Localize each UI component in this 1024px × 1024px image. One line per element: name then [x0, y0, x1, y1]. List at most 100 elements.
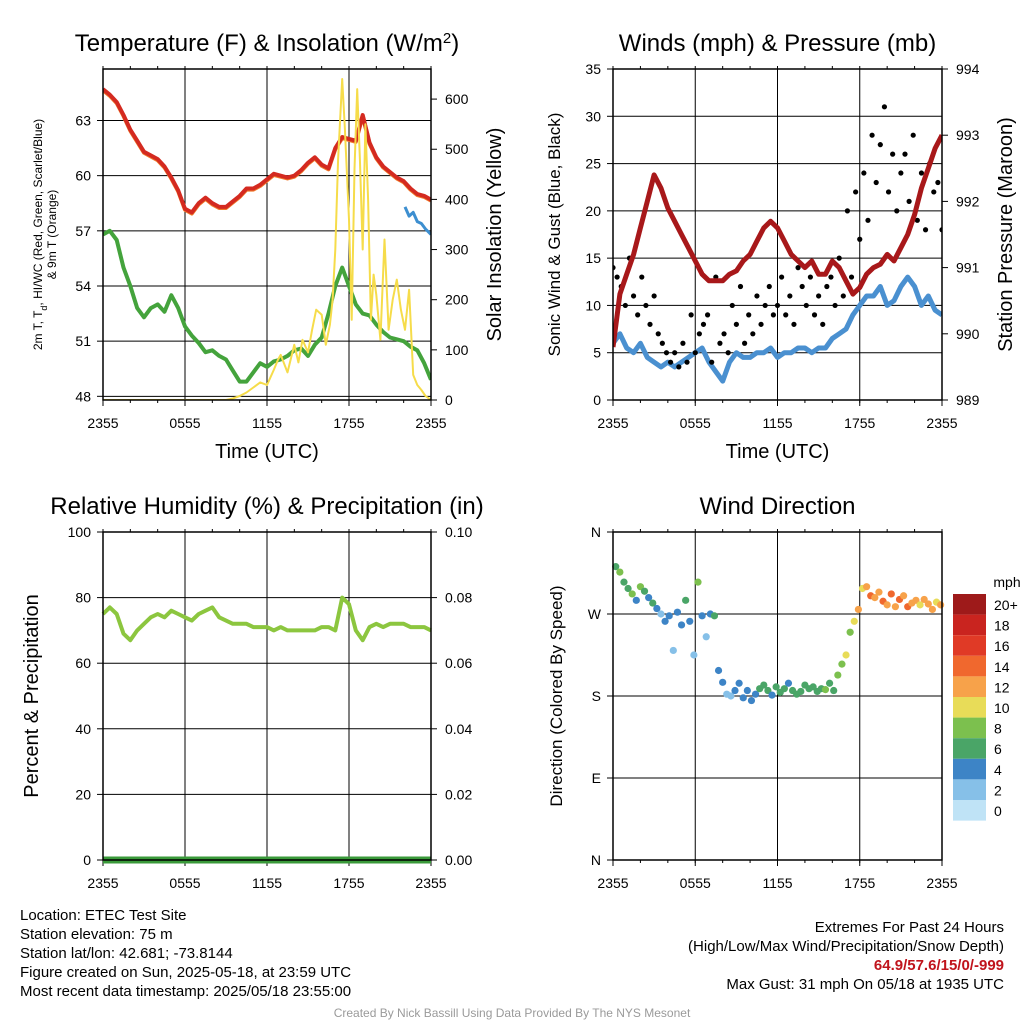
max-gust: Max Gust: 31 mph On 05/18 at 1935 UTC — [726, 976, 1004, 993]
gust-point — [750, 331, 756, 337]
colorbar-swatch — [953, 758, 986, 780]
direction-point — [698, 612, 706, 620]
gust-point — [770, 312, 776, 318]
gust-point — [680, 340, 686, 346]
gust-point — [622, 302, 628, 309]
gust-point — [844, 208, 851, 214]
y2-tick-label: 300 — [445, 242, 469, 258]
gust-point — [836, 255, 842, 261]
direction-point — [850, 617, 858, 625]
colorbar-label: 0 — [994, 803, 1002, 819]
gust-point — [885, 189, 892, 195]
gust-point — [861, 170, 867, 176]
humidity-precip-panel: 2355 0555 1155 1755 2355 0 20 40 60 80 100 0.00 0.02… — [21, 493, 484, 891]
y-axis-label: Percent & Precipitation — [21, 594, 43, 797]
y-tick-label: 63 — [75, 112, 91, 128]
direction-point — [669, 646, 677, 655]
colorbar-swatch — [953, 635, 986, 656]
direction-point — [640, 587, 649, 595]
extremes-title: Extremes For Past 24 Hours — [814, 919, 1004, 936]
x-axis-label: Time (UTC) — [726, 441, 830, 463]
colorbar-swatch — [953, 614, 986, 636]
x-tick-label: 2355 — [87, 875, 118, 891]
gust-point — [742, 340, 748, 346]
y-tick-label: 25 — [585, 156, 601, 172]
chart-title: Temperature (F) & Insolation (W/m2) — [75, 30, 459, 58]
y2-tick-label: 0.00 — [445, 852, 472, 868]
direction-point — [657, 610, 665, 618]
gust-point — [807, 274, 814, 280]
gust-point — [906, 198, 912, 204]
gust-point — [779, 274, 785, 280]
y2-tick-label: 990 — [956, 326, 980, 342]
y2-axis-label: Station Pressure (Maroon) — [995, 117, 1017, 352]
direction-point — [891, 603, 899, 611]
x-tick-label: 0555 — [680, 415, 711, 431]
gust-point — [746, 312, 752, 318]
gust-point — [667, 359, 674, 365]
direction-point — [784, 679, 793, 687]
colorbar-label: 16 — [994, 638, 1010, 654]
wind-pressure-panel: 2355 0555 1155 1755 2355 0 5 10 15 20 25 30 35 989 990… — [545, 30, 1017, 463]
temp-series-group — [103, 78, 431, 400]
title-end: ) — [451, 30, 459, 57]
direction-point — [924, 600, 932, 608]
gust-point — [910, 132, 916, 138]
gust-point — [651, 293, 657, 299]
y-tick-label: 20 — [75, 786, 91, 802]
credit-line: Created By Nick Bassill Using Data Provi… — [333, 1006, 691, 1020]
x-tick-label: 1155 — [252, 875, 282, 891]
gust-point — [869, 132, 875, 138]
x-tick-label: 0555 — [680, 875, 711, 891]
x-tick-label: 1755 — [333, 415, 364, 431]
station-info: Location: ETEC Test Site Station elevati… — [20, 906, 351, 1001]
direction-point — [780, 685, 788, 693]
gust-point — [758, 321, 764, 327]
gust-point — [643, 302, 649, 309]
x-tick-label: 0555 — [169, 415, 200, 431]
gust-point — [902, 151, 908, 157]
gust-point — [894, 208, 900, 214]
direction-point — [661, 617, 669, 625]
colorbar-swatch — [953, 655, 986, 677]
colorbar-swatch — [953, 676, 986, 697]
gust-point — [684, 359, 690, 365]
y-tick-label: 0 — [593, 392, 601, 408]
direction-point — [694, 578, 702, 586]
direction-point — [825, 679, 834, 687]
gust-point — [824, 283, 830, 290]
direction-point — [797, 687, 805, 696]
gust-point — [729, 302, 735, 309]
direction-point — [821, 686, 830, 694]
colorbar-label: 10 — [994, 700, 1010, 716]
direction-point — [620, 578, 628, 586]
y2-axis-label: Solar Insolation (Yellow) — [484, 128, 506, 342]
gust-point — [700, 321, 707, 327]
y-tick-label: 60 — [75, 655, 91, 671]
gust-point — [873, 179, 879, 186]
plot-border — [102, 531, 432, 861]
gust-point — [614, 274, 620, 280]
y-tick-label: 0 — [83, 852, 91, 868]
gust-point — [672, 350, 678, 356]
direction-point — [838, 660, 846, 668]
y-tick-label: 100 — [68, 524, 92, 540]
y-tick-label: 48 — [75, 388, 91, 404]
gust-point — [803, 302, 809, 309]
direction-point — [739, 694, 747, 702]
y2-tick-label: 0.08 — [445, 590, 472, 606]
direction-point — [727, 692, 735, 700]
y-axis-label-line1b: , HI/WC (Red, Green, Scarlet/Blue) — [31, 119, 45, 306]
gust-point — [709, 359, 715, 365]
direction-point — [710, 612, 719, 620]
direction-point — [760, 681, 768, 689]
direction-point — [834, 671, 842, 679]
direction-point — [928, 605, 937, 614]
gust-point — [762, 302, 768, 309]
y-tick-label: S — [592, 688, 601, 704]
direction-point — [854, 605, 862, 614]
direction-point — [883, 601, 891, 609]
gust-point — [857, 236, 863, 242]
direction-point — [735, 679, 743, 687]
